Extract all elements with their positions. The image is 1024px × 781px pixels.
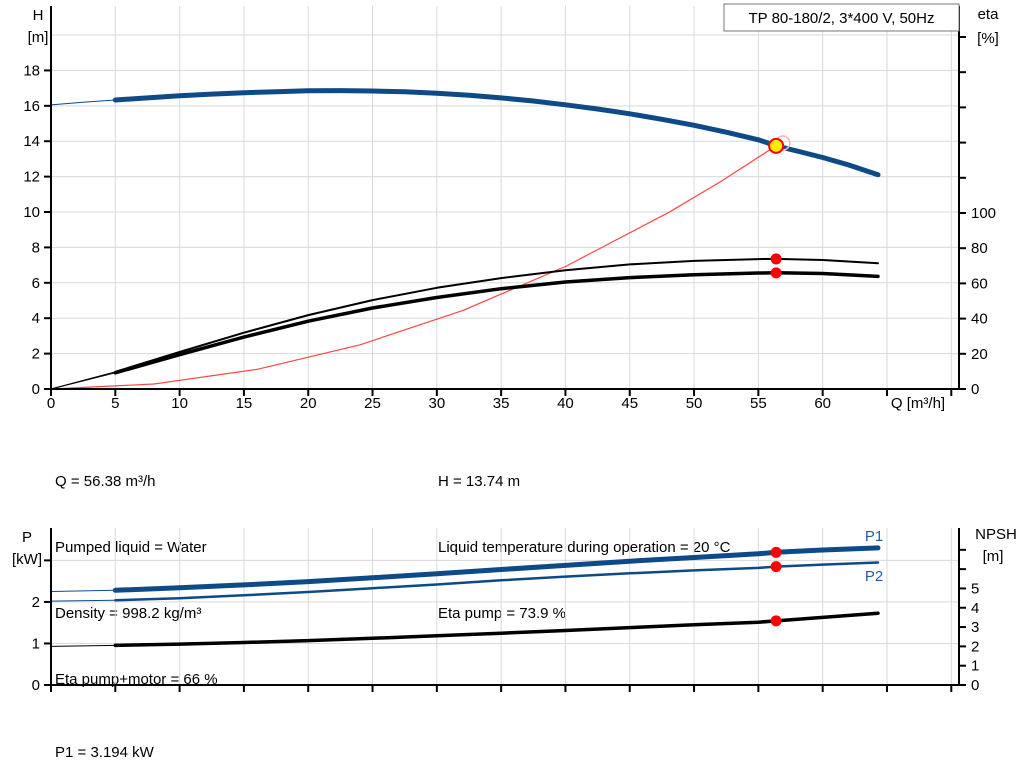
y-right-tick-label: 3 [971, 619, 979, 636]
npsh-axis-title: NPSH [975, 526, 1017, 543]
pumped-liquid-text: Pumped liquid = Water [55, 539, 207, 556]
y-left-tick-label: 6 [32, 275, 40, 292]
x-tick-label: 35 [493, 395, 510, 412]
x-tick-label: 25 [364, 395, 381, 412]
eta-pump-text: Eta pump = 73.9 % [438, 605, 566, 622]
y-left-tick-label: 4 [32, 310, 40, 327]
chart-title-box [723, 3, 960, 32]
system-curve [50, 145, 777, 390]
liquid-temp-text: Liquid temperature during operation = 20… [438, 539, 731, 556]
y-left-tick-label: 1 [32, 635, 40, 652]
y-right-tick-label: 0 [971, 677, 979, 694]
y-left-tick-label: 0 [32, 677, 40, 694]
x-tick-label: 0 [47, 395, 55, 412]
x-tick-label: 5 [111, 395, 119, 412]
y-right-tick-label: 60 [971, 275, 988, 292]
eta-pump-curve [114, 257, 879, 373]
y-left-tick-label: 8 [32, 239, 40, 256]
p1-curve [112, 545, 881, 593]
p2-curve-lead [50, 599, 116, 602]
density-text: Density = 998.2 kg/m³ [55, 605, 202, 622]
x-tick-label: 20 [300, 395, 317, 412]
p1-value-text: P1 = 3.194 kW [55, 744, 154, 761]
y-right-tick-label: 1 [971, 658, 979, 675]
y-left-tick-label: 16 [23, 98, 40, 115]
y-left-tick-label: 10 [23, 204, 40, 221]
y-left-tick-label: 2 [32, 346, 40, 363]
operating-point-dot [770, 546, 782, 558]
chart-title: TP 80-180/2, 3*400 V, 50Hz [749, 10, 935, 27]
npsh-axis-unit: [m] [983, 548, 1004, 565]
npsh-curve-lead [50, 644, 116, 647]
y-left-tick-label: 12 [23, 169, 40, 186]
x-tick-label: 30 [428, 395, 445, 412]
h-axis-unit: [m] [28, 29, 49, 46]
duty-point-marker[interactable] [768, 137, 785, 154]
x-tick-label: 45 [621, 395, 638, 412]
y-right-tick-label: 40 [971, 311, 988, 328]
npsh-curve [113, 611, 880, 648]
operating-point-dot [770, 615, 782, 627]
y-right-tick-label: 100 [971, 205, 996, 222]
eta-axis-title: eta [978, 6, 1000, 23]
x-tick-label: 50 [686, 395, 703, 412]
x-tick-label: 15 [236, 395, 253, 412]
power-info-column: P1 = 3.194 kW P2 = 2.85 kW NPSH = 3.32 m [55, 698, 160, 781]
eta-pump-motor-text: Eta pump+motor = 66 % [55, 671, 218, 688]
hq-chart: 0 2 4 6 8 10 12 14 16 18 0 20 40 60 80 100 0 5 10 15 20 25 30 3… [23, 3, 1000, 412]
y-right-tick-label: 5 [971, 580, 979, 597]
y-right-tick-label: 2 [971, 638, 979, 655]
head-curve [112, 88, 881, 178]
x-tick-label: 55 [750, 395, 767, 412]
y-left-tick-label: 0 [32, 381, 40, 398]
pq-chart: 0 1 2 0 1 2 3 4 5 P [kW] NPSH [m] P1 P2 [12, 526, 1017, 694]
p1-curve-label: P1 [865, 528, 883, 545]
eta-axis-unit: [%] [977, 30, 999, 47]
y-left-tick-label: 2 [32, 594, 40, 611]
head-curve-lead [50, 99, 116, 106]
eta-pump-motor-curve-lead [50, 372, 116, 390]
p1-curve-lead [50, 589, 116, 592]
y-left-tick-label: 18 [23, 62, 40, 79]
q-axis-title: Q [m³/h] [891, 395, 945, 412]
head-value-text: H = 13.74 m [438, 473, 521, 490]
y-right-tick-label: 0 [971, 381, 979, 398]
x-tick-label: 60 [814, 395, 831, 412]
p2-curve-label: P2 [865, 568, 883, 585]
operating-point-dot [770, 561, 782, 573]
operating-point-dot [770, 267, 782, 279]
p-axis-title: P [22, 529, 32, 546]
x-tick-label: 10 [171, 395, 188, 412]
duty-info-right-column: H = 13.74 m Liquid temperature during op… [438, 427, 730, 669]
flow-value-text: Q = 56.38 m³/h [55, 473, 156, 490]
y-right-tick-label: 4 [971, 600, 979, 617]
p-axis-unit: [kW] [12, 551, 42, 568]
duty-info-left-column: Q = 56.38 m³/h Pumped liquid = Water Den… [55, 427, 218, 735]
eta-pump-motor-curve [113, 271, 880, 375]
y-right-tick-label: 80 [971, 240, 988, 257]
y-right-tick-label: 20 [971, 346, 988, 363]
x-tick-label: 40 [557, 395, 574, 412]
y-left-tick-label: 14 [23, 133, 40, 150]
operating-point-dot [770, 253, 782, 265]
h-axis-title: H [33, 7, 44, 24]
